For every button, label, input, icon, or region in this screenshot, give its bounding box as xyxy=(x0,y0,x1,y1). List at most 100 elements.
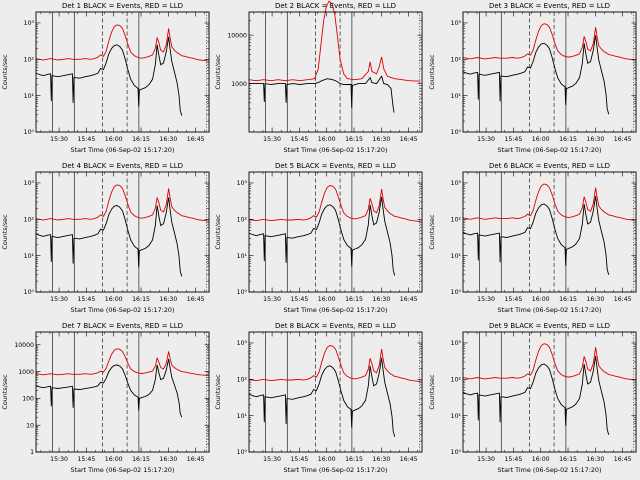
panel-title: Det 1 BLACK = Events, RED = LLD xyxy=(62,2,183,10)
y-axis-label: Counts/sec xyxy=(428,214,436,250)
y-tick-label: 10¹ xyxy=(450,413,461,420)
y-tick-label: 10¹ xyxy=(450,93,461,100)
series-red xyxy=(249,185,421,223)
panel-title: Det 8 BLACK = Events, RED = LLD xyxy=(275,322,396,330)
y-tick-label: 1000 xyxy=(232,81,248,88)
x-tick-label: 15:30 xyxy=(477,456,495,463)
plot-frame xyxy=(248,171,423,293)
detector-plot-svg: 15:30 15:45 16:00 16:15 16:30 16:45 1 10 100 1000… xyxy=(1,322,210,474)
y-tick-label: 10¹ xyxy=(237,413,248,420)
plot-frame xyxy=(35,11,210,133)
x-axis-label: Start Time (06-Sep-02 15:17:20) xyxy=(284,306,388,314)
y-tick-label: 10000 xyxy=(14,342,34,349)
chart-panel: 15:30 15:45 16:00 16:15 16:30 16:45 10⁰ 10¹ 10² 1… xyxy=(427,160,640,320)
y-tick-label: 10² xyxy=(450,57,461,64)
x-tick-label: 16:30 xyxy=(373,456,391,463)
series-red xyxy=(35,348,208,377)
x-tick-label: 15:45 xyxy=(77,296,95,303)
x-tick-label: 16:15 xyxy=(345,456,363,463)
y-tick-label: 10² xyxy=(237,217,248,224)
detector-plot-svg: 15:30 15:45 16:00 16:15 16:30 16:45 10⁰ 10¹ 10² 1… xyxy=(214,322,423,474)
x-tick-label: 15:30 xyxy=(263,136,281,143)
panel-title: Det 6 BLACK = Events, RED = LLD xyxy=(489,162,610,170)
x-tick-label: 15:45 xyxy=(504,456,522,463)
y-axis-label: Counts/sec xyxy=(214,214,222,250)
y-axis-label: Counts/sec xyxy=(214,54,222,90)
x-tick-label: 16:45 xyxy=(187,136,205,143)
detector-plot-svg: 15:30 15:45 16:00 16:15 16:30 16:45 10⁰ 10¹ 10² 1… xyxy=(1,162,210,314)
y-tick-label: 10² xyxy=(450,217,461,224)
detector-plot-svg: 15:30 15:45 16:00 16:15 16:30 16:45 10⁰ 10¹ 10² 1… xyxy=(428,162,637,314)
series-red xyxy=(462,23,634,61)
series-black xyxy=(249,196,396,276)
plot-frame xyxy=(248,331,423,453)
x-tick-label: 16:00 xyxy=(105,456,123,463)
y-tick-label: 10³ xyxy=(450,20,461,27)
series-red xyxy=(249,0,421,82)
chart-panel: 15:30 15:45 16:00 16:15 16:30 16:45 10⁰ 10¹ 10² 1… xyxy=(213,160,426,320)
x-tick-label: 16:00 xyxy=(105,136,123,143)
y-tick-label: 10¹ xyxy=(24,93,35,100)
x-tick-label: 15:30 xyxy=(50,456,68,463)
plot-frame xyxy=(35,171,210,293)
x-tick-label: 16:15 xyxy=(132,296,150,303)
x-tick-label: 16:30 xyxy=(373,296,391,303)
y-tick-label: 10² xyxy=(24,217,35,224)
x-tick-label: 16:15 xyxy=(559,136,577,143)
panel-title: Det 9 BLACK = Events, RED = LLD xyxy=(489,322,610,330)
y-axis-label: Counts/sec xyxy=(1,54,9,90)
y-axis-label: Counts/sec xyxy=(428,374,436,410)
x-tick-label: 16:15 xyxy=(559,296,577,303)
x-tick-label: 15:45 xyxy=(504,296,522,303)
x-axis-label: Start Time (06-Sep-02 15:17:20) xyxy=(71,146,175,154)
x-tick-label: 15:45 xyxy=(291,456,309,463)
y-tick-label: 10³ xyxy=(450,340,461,347)
x-tick-label: 16:15 xyxy=(132,456,150,463)
x-tick-label: 16:45 xyxy=(400,136,418,143)
x-tick-label: 16:15 xyxy=(132,136,150,143)
y-tick-label: 10³ xyxy=(450,180,461,187)
y-tick-label: 10¹ xyxy=(450,253,461,260)
y-tick-label: 10⁰ xyxy=(450,449,461,456)
y-tick-label: 10⁰ xyxy=(24,289,35,296)
x-tick-label: 16:45 xyxy=(613,456,631,463)
x-tick-label: 16:45 xyxy=(187,456,205,463)
plot-frame xyxy=(462,331,637,453)
y-tick-label: 10 xyxy=(26,422,34,429)
series-black xyxy=(462,195,609,276)
series-black xyxy=(249,357,396,437)
detector-plot-svg: 15:30 15:45 16:00 16:15 16:30 16:45 10⁰ 10¹ 10² 1… xyxy=(428,322,637,474)
x-tick-label: 15:45 xyxy=(77,136,95,143)
x-tick-label: 16:45 xyxy=(400,456,418,463)
panel-title: Det 7 BLACK = Events, RED = LLD xyxy=(62,322,183,330)
x-tick-label: 16:15 xyxy=(345,296,363,303)
y-tick-label: 10⁰ xyxy=(24,129,35,136)
plot-frame xyxy=(462,11,637,133)
chart-panel: 15:30 15:45 16:00 16:15 16:30 16:45 10⁰ 10¹ 10² 1… xyxy=(427,0,640,160)
chart-panel: 15:30 15:45 16:00 16:15 16:30 16:45 1000 10000 D… xyxy=(213,0,426,160)
x-tick-label: 16:45 xyxy=(613,136,631,143)
y-tick-label: 1000 xyxy=(18,369,34,376)
y-tick-label: 10¹ xyxy=(237,253,248,260)
detector-plot-svg: 15:30 15:45 16:00 16:15 16:30 16:45 10⁰ 10¹ 10² 1… xyxy=(1,2,210,154)
panel-title: Det 2 BLACK = Events, RED = LLD xyxy=(275,2,396,10)
x-tick-label: 16:00 xyxy=(105,296,123,303)
x-tick-label: 15:30 xyxy=(50,296,68,303)
x-tick-label: 16:15 xyxy=(345,136,363,143)
x-tick-label: 15:30 xyxy=(50,136,68,143)
y-axis-label: Counts/sec xyxy=(1,374,9,410)
series-black xyxy=(35,36,183,116)
y-axis-label: Counts/sec xyxy=(1,214,9,250)
x-tick-label: 16:15 xyxy=(559,456,577,463)
y-tick-label: 10³ xyxy=(237,180,248,187)
x-tick-label: 16:45 xyxy=(400,296,418,303)
x-tick-label: 16:30 xyxy=(159,136,177,143)
x-tick-label: 16:00 xyxy=(531,296,549,303)
x-tick-label: 16:00 xyxy=(531,136,549,143)
detector-plot-svg: 15:30 15:45 16:00 16:15 16:30 16:45 10⁰ 10¹ 10² 1… xyxy=(428,2,637,154)
x-tick-label: 16:30 xyxy=(586,296,604,303)
x-tick-label: 16:00 xyxy=(318,136,336,143)
series-red xyxy=(35,24,208,62)
plot-frame xyxy=(35,331,210,453)
